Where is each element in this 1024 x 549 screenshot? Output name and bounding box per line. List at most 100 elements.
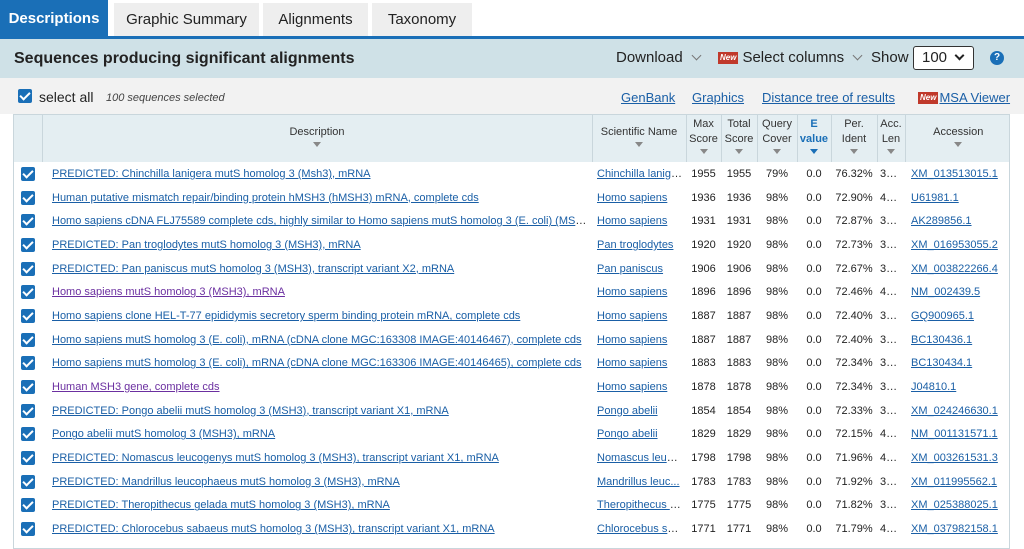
accession-link[interactable]: BC130434.1 — [911, 357, 973, 370]
row-checkbox[interactable] — [21, 474, 35, 489]
msa-viewer-item[interactable]: New MSA Viewer — [918, 90, 1010, 105]
scientific-name-link[interactable]: Homo sapiens — [597, 215, 668, 228]
show-count-select[interactable]: 100 — [913, 46, 974, 70]
select-columns-menu[interactable]: New Select columns — [718, 49, 863, 66]
accession-link[interactable]: XM_003261531.3 — [911, 452, 998, 465]
scientific-name-link[interactable]: Nomascus leuco... — [597, 452, 686, 465]
row-checkbox[interactable] — [21, 427, 35, 442]
accession-link[interactable]: XM_016953055.2 — [911, 238, 998, 251]
col-query-cover[interactable]: Query Cover — [757, 115, 798, 162]
genbank-link[interactable]: GenBank — [621, 90, 676, 105]
description-link[interactable]: PREDICTED: Chinchilla lanigera mutS homo… — [52, 167, 371, 180]
scientific-name-link[interactable]: Pongo abelii — [597, 404, 658, 417]
scientific-name-link[interactable]: Pan troglodytes — [597, 238, 674, 251]
description-link[interactable]: Homo sapiens clone HEL-T-77 epididymis s… — [52, 309, 521, 322]
row-checkbox[interactable] — [21, 403, 35, 418]
help-icon[interactable]: ? — [990, 51, 1004, 65]
description-link[interactable]: PREDICTED: Pan paniscus mutS homolog 3 (… — [52, 262, 455, 275]
accession-link[interactable]: XM_003822266.4 — [911, 262, 998, 275]
row-checkbox[interactable] — [21, 214, 35, 229]
col-scientific-name[interactable]: Scientific Name — [592, 115, 687, 162]
scientific-name-link[interactable]: Homo sapiens — [597, 333, 668, 346]
col-accession[interactable]: Accession — [905, 115, 1009, 162]
row-checkbox[interactable] — [21, 498, 35, 513]
max-score: 1771 — [691, 523, 716, 536]
scientific-name-link[interactable]: Homo sapiens — [597, 191, 668, 204]
scientific-name-link[interactable]: Homo sapiens — [597, 309, 668, 322]
scientific-name-link[interactable]: Theropithecus g... — [597, 499, 686, 512]
description-link[interactable]: Homo sapiens mutS homolog 3 (E. coli), m… — [52, 357, 582, 370]
description-link[interactable]: Homo sapiens cDNA FLJ75589 complete cds,… — [52, 215, 592, 228]
msa-viewer-link[interactable]: MSA Viewer — [939, 90, 1011, 105]
description-link[interactable]: PREDICTED: Pan troglodytes mutS homolog … — [52, 238, 361, 251]
row-checkbox[interactable] — [21, 237, 35, 252]
accession-link[interactable]: NM_001131571.1 — [911, 428, 998, 441]
accession-link[interactable]: NM_002439.5 — [911, 286, 981, 299]
row-checkbox[interactable] — [21, 451, 35, 466]
acc-len: 3463 — [880, 475, 905, 488]
description-link[interactable]: PREDICTED: Mandrillus leucophaeus mutS h… — [52, 475, 400, 488]
col-max-score[interactable]: Max Score — [686, 115, 722, 162]
col-description[interactable]: Description — [42, 115, 593, 162]
scientific-name-link[interactable]: Homo sapiens — [597, 381, 668, 394]
description-link[interactable]: Pongo abelii mutS homolog 3 (MSH3), mRNA — [52, 428, 276, 441]
description-link[interactable]: PREDICTED: Theropithecus gelada mutS hom… — [52, 499, 390, 512]
row-checkbox[interactable] — [21, 332, 35, 347]
accession-link[interactable]: GQ900965.1 — [911, 309, 974, 322]
tab-alignments[interactable]: Alignments — [263, 3, 368, 36]
row-accession: XM_003261531.3 — [905, 446, 1009, 470]
row-checkbox[interactable] — [21, 261, 35, 276]
selected-count: 100 sequences selected — [106, 92, 225, 104]
col-acc-len[interactable]: Acc. Len — [877, 115, 906, 162]
tab-taxonomy[interactable]: Taxonomy — [372, 3, 472, 36]
tab-graphic-summary[interactable]: Graphic Summary — [114, 3, 259, 36]
row-select — [14, 352, 42, 376]
accession-link[interactable]: XM_024246630.1 — [911, 404, 998, 417]
accession-link[interactable]: BC130436.1 — [911, 333, 973, 346]
description-link[interactable]: PREDICTED: Chlorocebus sabaeus mutS homo… — [52, 523, 495, 536]
col-total-score[interactable]: Total Score — [721, 115, 758, 162]
scientific-name-link[interactable]: Chlorocebus sab... — [597, 523, 686, 536]
description-link[interactable]: Homo sapiens mutS homolog 3 (E. coli), m… — [52, 333, 582, 346]
accession-link[interactable]: XM_037982158.1 — [911, 523, 998, 536]
download-menu[interactable]: Download — [616, 49, 702, 66]
scientific-name-link[interactable]: Pan paniscus — [597, 262, 664, 275]
row-checkbox[interactable] — [21, 285, 35, 300]
graphics-link[interactable]: Graphics — [692, 90, 745, 105]
accession-link[interactable]: J04810.1 — [911, 381, 957, 394]
select-all-checkbox[interactable] — [18, 89, 32, 103]
row-checkbox[interactable] — [21, 356, 35, 371]
accession-link[interactable]: XM_011995562.1 — [911, 475, 998, 488]
accession-link[interactable]: AK289856.1 — [911, 215, 972, 228]
page-title: Sequences producing significant alignmen… — [14, 50, 355, 67]
acc-len: 3528 — [880, 381, 905, 394]
acc-len: 3509 — [880, 404, 905, 417]
scientific-name-link[interactable]: Homo sapiens — [597, 286, 668, 299]
description-link[interactable]: Human MSH3 gene, complete cds — [52, 381, 220, 394]
accession-link[interactable]: U61981.1 — [911, 191, 959, 204]
distance-tree-link[interactable]: Distance tree of results — [762, 90, 895, 105]
description-link[interactable]: Human putative mismatch repair/binding p… — [52, 191, 479, 204]
tab-descriptions[interactable]: Descriptions — [0, 0, 108, 36]
scientific-name-link[interactable]: Homo sapiens — [597, 357, 668, 370]
row-checkbox[interactable] — [21, 190, 35, 205]
accession-link[interactable]: XM_025388025.1 — [911, 499, 998, 512]
scientific-name-link[interactable]: Mandrillus leuc... — [597, 475, 680, 488]
row-checkbox[interactable] — [21, 522, 35, 537]
evalue: 0.0 — [806, 499, 822, 512]
row-checkbox[interactable] — [21, 380, 35, 395]
description-link[interactable]: Homo sapiens mutS homolog 3 (MSH3), mRNA — [52, 286, 285, 299]
col-per-ident[interactable]: Per. Ident — [831, 115, 878, 162]
description-link[interactable]: PREDICTED: Nomascus leucogenys mutS homo… — [52, 452, 499, 465]
scientific-name-link[interactable]: Pongo abelii — [597, 428, 658, 441]
select-all-label[interactable]: select all — [39, 89, 94, 105]
accession-link[interactable]: XM_013513015.1 — [911, 167, 998, 180]
row-checkbox[interactable] — [21, 166, 35, 181]
row-checkbox[interactable] — [21, 308, 35, 323]
scientific-name-link[interactable]: Chinchilla lanigera — [597, 167, 686, 180]
description-link[interactable]: PREDICTED: Pongo abelii mutS homolog 3 (… — [52, 404, 449, 417]
row-accession: NM_002439.5 — [905, 280, 1009, 304]
evalue: 0.0 — [806, 452, 822, 465]
acc-len: 4401 — [880, 523, 905, 536]
